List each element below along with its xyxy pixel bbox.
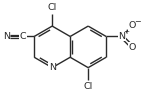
Text: N: N xyxy=(49,63,56,72)
Text: +: + xyxy=(123,29,129,35)
Text: Cl: Cl xyxy=(84,82,93,91)
Text: N: N xyxy=(118,32,125,41)
Text: Cl: Cl xyxy=(48,3,57,12)
Text: C: C xyxy=(20,32,26,41)
Text: O: O xyxy=(129,21,136,30)
Text: −: − xyxy=(134,17,141,26)
Text: O: O xyxy=(129,43,136,52)
Text: N: N xyxy=(3,32,10,41)
